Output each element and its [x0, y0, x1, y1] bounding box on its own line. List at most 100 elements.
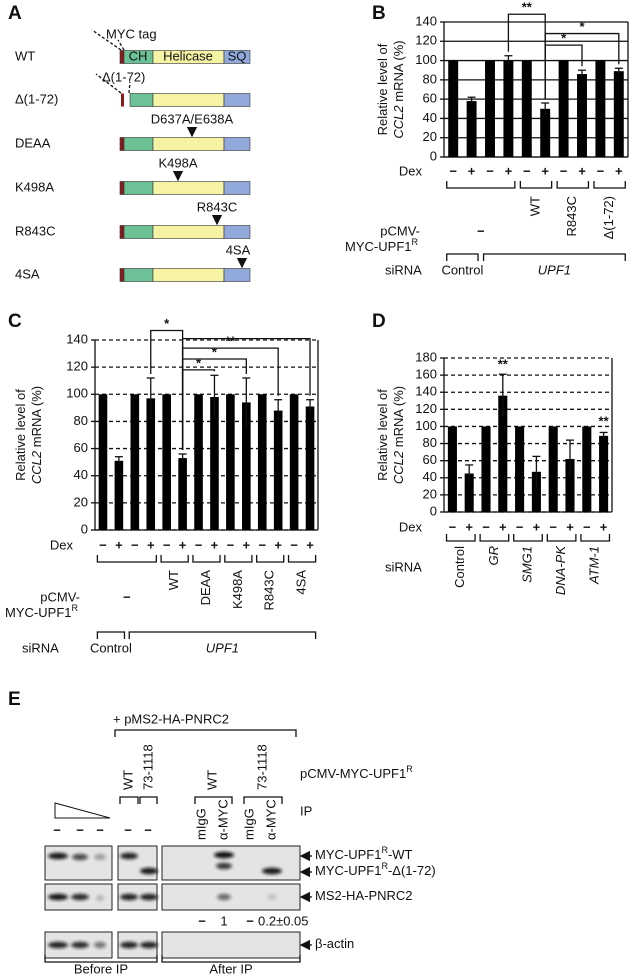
sirna-label: siRNA — [385, 559, 422, 574]
y-tick-label: 60 — [423, 91, 437, 106]
dex-sign: + — [306, 537, 314, 552]
bracket — [160, 555, 189, 563]
y-label-gene: CCL2 — [391, 450, 406, 484]
sirna-group: DNA-PK — [553, 545, 568, 595]
construct-group: − — [477, 223, 485, 238]
ip-lane: mIgG — [241, 808, 256, 840]
dex-sign: − — [482, 519, 490, 534]
band-label: MYC-UPF1R-Δ(1-72) — [315, 861, 436, 878]
bracket — [479, 534, 510, 542]
dex-sign: − — [597, 163, 605, 178]
ch-domain — [123, 137, 154, 151]
lane-label: 73-1118 — [140, 744, 155, 790]
bracket — [44, 955, 158, 963]
band — [71, 893, 89, 901]
bar — [595, 60, 606, 158]
construct-group: Δ(1-72) — [601, 196, 616, 239]
dex-sign: + — [600, 519, 608, 534]
bar — [273, 410, 283, 530]
ip-lane: α-MYC — [263, 799, 278, 840]
construct-label-part: R — [412, 237, 419, 247]
band-label-part: β-actin — [315, 936, 354, 951]
line — [95, 73, 122, 94]
sirna-group: UPF1 — [206, 640, 239, 655]
construct-label-part: pCMV-MYC-UPF1 — [300, 766, 406, 781]
error-bar — [614, 67, 623, 75]
helicase-domain — [152, 137, 225, 151]
band — [216, 862, 232, 870]
bracket — [519, 181, 553, 189]
dex-sign: − — [99, 537, 107, 552]
dex-sign: − — [290, 537, 298, 552]
bracket — [513, 534, 543, 542]
construct-label: pCMV-MYC-UPF1R — [300, 764, 413, 781]
dex-sign: − — [449, 163, 457, 178]
sirna-group: Control — [441, 262, 483, 277]
panel-label: B — [372, 3, 386, 24]
band-label-part: -WT — [388, 847, 413, 862]
band-label-part: MS2-HA-PNRC2 — [315, 888, 413, 903]
construct-label-part: MYC-UPF1 — [5, 605, 71, 620]
sq-domain — [223, 93, 251, 107]
significance: * — [164, 316, 170, 331]
error-bar — [566, 439, 574, 478]
no-ip-sign: − — [53, 822, 61, 837]
blot — [117, 845, 158, 881]
bracket — [287, 555, 317, 563]
dex-sign: + — [115, 537, 123, 552]
quantification: 0.2±0.05 — [258, 913, 309, 928]
cotransfection: + pMS2-HA-PNRC2 — [113, 711, 229, 726]
band — [94, 853, 106, 861]
y-axis-label: Relative level ofCCL2 mRNA (%) — [376, 386, 407, 484]
dex-sign: + — [533, 519, 541, 534]
dex-sign: + — [274, 537, 282, 552]
bar — [146, 398, 156, 530]
error-bar — [306, 399, 315, 414]
x-axis-label: Dex — [399, 163, 423, 178]
y-tick-label: 120 — [415, 33, 437, 48]
y-tick-label: 80 — [423, 71, 437, 86]
bar — [464, 473, 474, 512]
line — [91, 29, 122, 51]
error-bar — [498, 373, 507, 418]
error-bar — [114, 456, 123, 465]
bracket — [96, 555, 157, 563]
dex-sign: + — [211, 537, 219, 552]
myc-tag — [119, 137, 125, 151]
band — [140, 867, 158, 875]
y-tick-label: 140 — [66, 331, 88, 346]
construct-group: − — [123, 589, 131, 604]
no-ip-sign: − — [76, 822, 84, 837]
bracket — [482, 253, 626, 261]
helicase-domain — [152, 268, 225, 282]
dex-sign: + — [541, 163, 549, 178]
bar — [130, 394, 140, 530]
y-label-rest: mRNA (%) — [29, 386, 44, 451]
significance: * — [561, 31, 567, 46]
y-tick-label: 100 — [415, 52, 437, 67]
bar — [565, 458, 575, 512]
ip-label: IP — [300, 803, 312, 818]
ch-domain — [123, 225, 154, 239]
bar — [582, 426, 592, 512]
no-ip-sign: − — [144, 822, 152, 837]
y-label-gene: CCL2 — [391, 105, 406, 139]
dex-sign: − — [258, 537, 266, 552]
myc-tag — [119, 181, 125, 195]
panel-label: E — [8, 689, 21, 710]
error-bar — [578, 69, 586, 78]
error-bar — [504, 55, 513, 66]
band — [71, 941, 89, 949]
y-tick-label: 0 — [430, 503, 437, 518]
dex-sign: + — [505, 163, 513, 178]
sirna-group: UPF1 — [538, 262, 571, 277]
bracket — [192, 555, 221, 563]
dex-sign: + — [578, 163, 586, 178]
bar — [114, 460, 124, 530]
myc-tag-label: MYC tag — [106, 26, 157, 41]
y-tick-label: 20 — [74, 494, 88, 509]
sirna-group: SMG1 — [519, 546, 534, 583]
y-label-gene: CCL2 — [29, 450, 44, 484]
dex-sign: + — [243, 537, 251, 552]
